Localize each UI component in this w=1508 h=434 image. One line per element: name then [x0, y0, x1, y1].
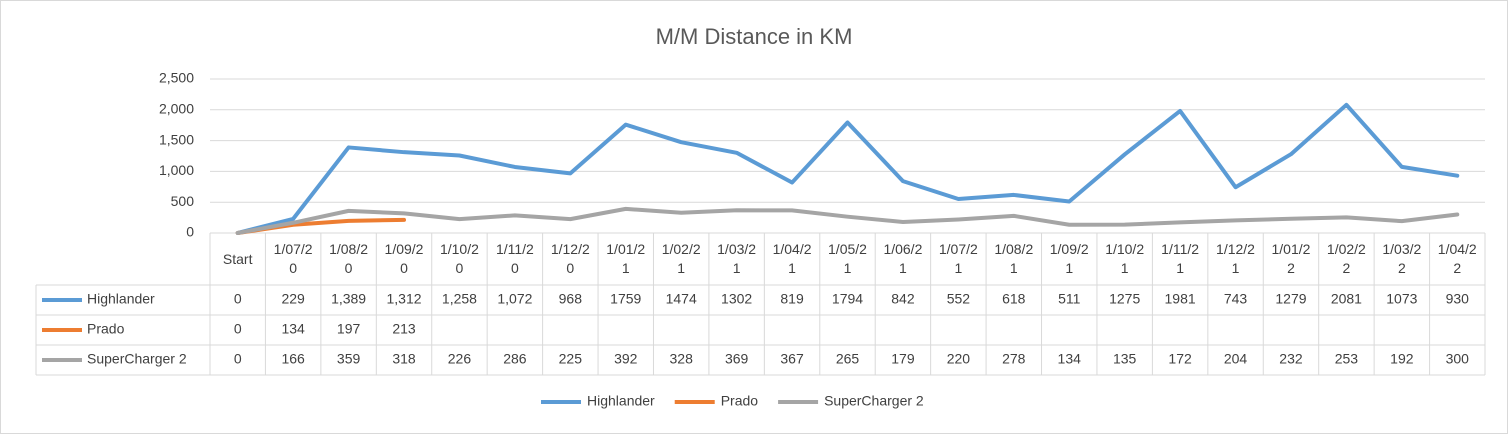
legend-label: Prado: [721, 393, 759, 409]
table-value: 286: [503, 351, 527, 367]
chart-title: M/M Distance in KM: [656, 24, 853, 49]
table-value: 743: [1224, 291, 1248, 307]
y-tick-label: 2,000: [159, 101, 194, 117]
table-value: 318: [392, 351, 416, 367]
table-value: 1794: [832, 291, 863, 307]
table-value: 1073: [1386, 291, 1417, 307]
y-tick-label: 0: [186, 224, 194, 240]
x-tick-label: 1/06/21: [883, 241, 923, 276]
y-tick-label: 1,500: [159, 131, 194, 147]
table-value: 328: [670, 351, 694, 367]
table-value: 134: [281, 321, 305, 337]
table-value: 968: [559, 291, 583, 307]
y-tick-label: 500: [171, 193, 195, 209]
x-tick-label: 1/12/20: [550, 241, 590, 276]
table-value: 229: [281, 291, 305, 307]
x-tick-label: 1/09/20: [384, 241, 424, 276]
table-value: 1302: [721, 291, 752, 307]
x-tick-label: 1/11/20: [495, 241, 534, 276]
x-tick-label: 1/09/21: [1049, 241, 1089, 276]
table-value: 511: [1058, 291, 1081, 307]
x-tick-label: 1/07/20: [273, 241, 313, 276]
table-value: 1981: [1165, 291, 1196, 307]
table-value: 300: [1446, 351, 1470, 367]
table-value: 369: [725, 351, 749, 367]
table-value: 930: [1446, 291, 1470, 307]
table-value: 213: [392, 321, 416, 337]
x-tick-label: 1/04/21: [772, 241, 812, 276]
table-series-name: SuperCharger 2: [87, 351, 187, 367]
x-tick-label: 1/02/21: [661, 241, 701, 276]
table-value: 1275: [1109, 291, 1140, 307]
table-value: 618: [1002, 291, 1026, 307]
table-value: 226: [448, 351, 472, 367]
x-tick-label: 1/10/20: [439, 241, 479, 276]
x-tick-label: 1/01/22: [1271, 241, 1311, 276]
table-value: 1,389: [331, 291, 366, 307]
table-series-name: Prado: [87, 321, 125, 337]
table-value: 225: [559, 351, 583, 367]
table-value: 172: [1168, 351, 1192, 367]
table-value: 1,258: [442, 291, 477, 307]
legend-label: Highlander: [587, 393, 655, 409]
table-value: 232: [1279, 351, 1303, 367]
y-tick-label: 1,000: [159, 162, 194, 178]
table-value: 819: [780, 291, 804, 307]
table-value: 359: [337, 351, 361, 367]
x-tick-label: 1/08/21: [994, 241, 1034, 276]
table-value: 166: [281, 351, 305, 367]
table-value: 192: [1390, 351, 1414, 367]
table-value: 552: [947, 291, 971, 307]
x-tick-label: 1/04/22: [1437, 241, 1477, 276]
x-tick-label: 1/08/20: [329, 241, 369, 276]
x-tick-label: 1/05/21: [828, 241, 867, 276]
table-value: 134: [1058, 351, 1082, 367]
table-value: 392: [614, 351, 638, 367]
x-tick-label: 1/03/21: [717, 241, 757, 276]
x-tick-label: 1/02/22: [1326, 241, 1366, 276]
legend-label: SuperCharger 2: [824, 393, 924, 409]
table-value: 0: [234, 321, 242, 337]
x-tick-label: 1/07/21: [938, 241, 978, 276]
table-value: 1,072: [497, 291, 532, 307]
table-value: 1279: [1275, 291, 1306, 307]
x-tick-label: 1/12/21: [1216, 241, 1255, 276]
table-series-name: Highlander: [87, 291, 155, 307]
table-value: 367: [780, 351, 804, 367]
table-value: 0: [234, 291, 242, 307]
table-value: 253: [1335, 351, 1359, 367]
x-tick-label: 1/10/21: [1105, 241, 1145, 276]
table-value: 265: [836, 351, 860, 367]
table-value: 1,312: [386, 291, 421, 307]
table-value: 204: [1224, 351, 1248, 367]
series-line: [235, 206, 1460, 235]
table-value: 220: [947, 351, 971, 367]
table-value: 2081: [1331, 291, 1362, 307]
y-tick-label: 2,500: [159, 70, 194, 86]
table-value: 197: [337, 321, 361, 337]
x-tick-label: Start: [222, 250, 253, 267]
table-value: 1759: [610, 291, 641, 307]
table-value: 278: [1002, 351, 1026, 367]
table-value: 1474: [666, 291, 697, 307]
x-tick-label: 1/01/21: [606, 241, 646, 276]
table-value: 0: [234, 351, 242, 367]
series-line: [235, 102, 1460, 235]
x-tick-label: 1/03/22: [1382, 241, 1422, 276]
table-value: 135: [1113, 351, 1137, 367]
table-value: 842: [891, 291, 915, 307]
x-tick-label: 1/11/21: [1161, 241, 1200, 276]
table-value: 179: [891, 351, 915, 367]
